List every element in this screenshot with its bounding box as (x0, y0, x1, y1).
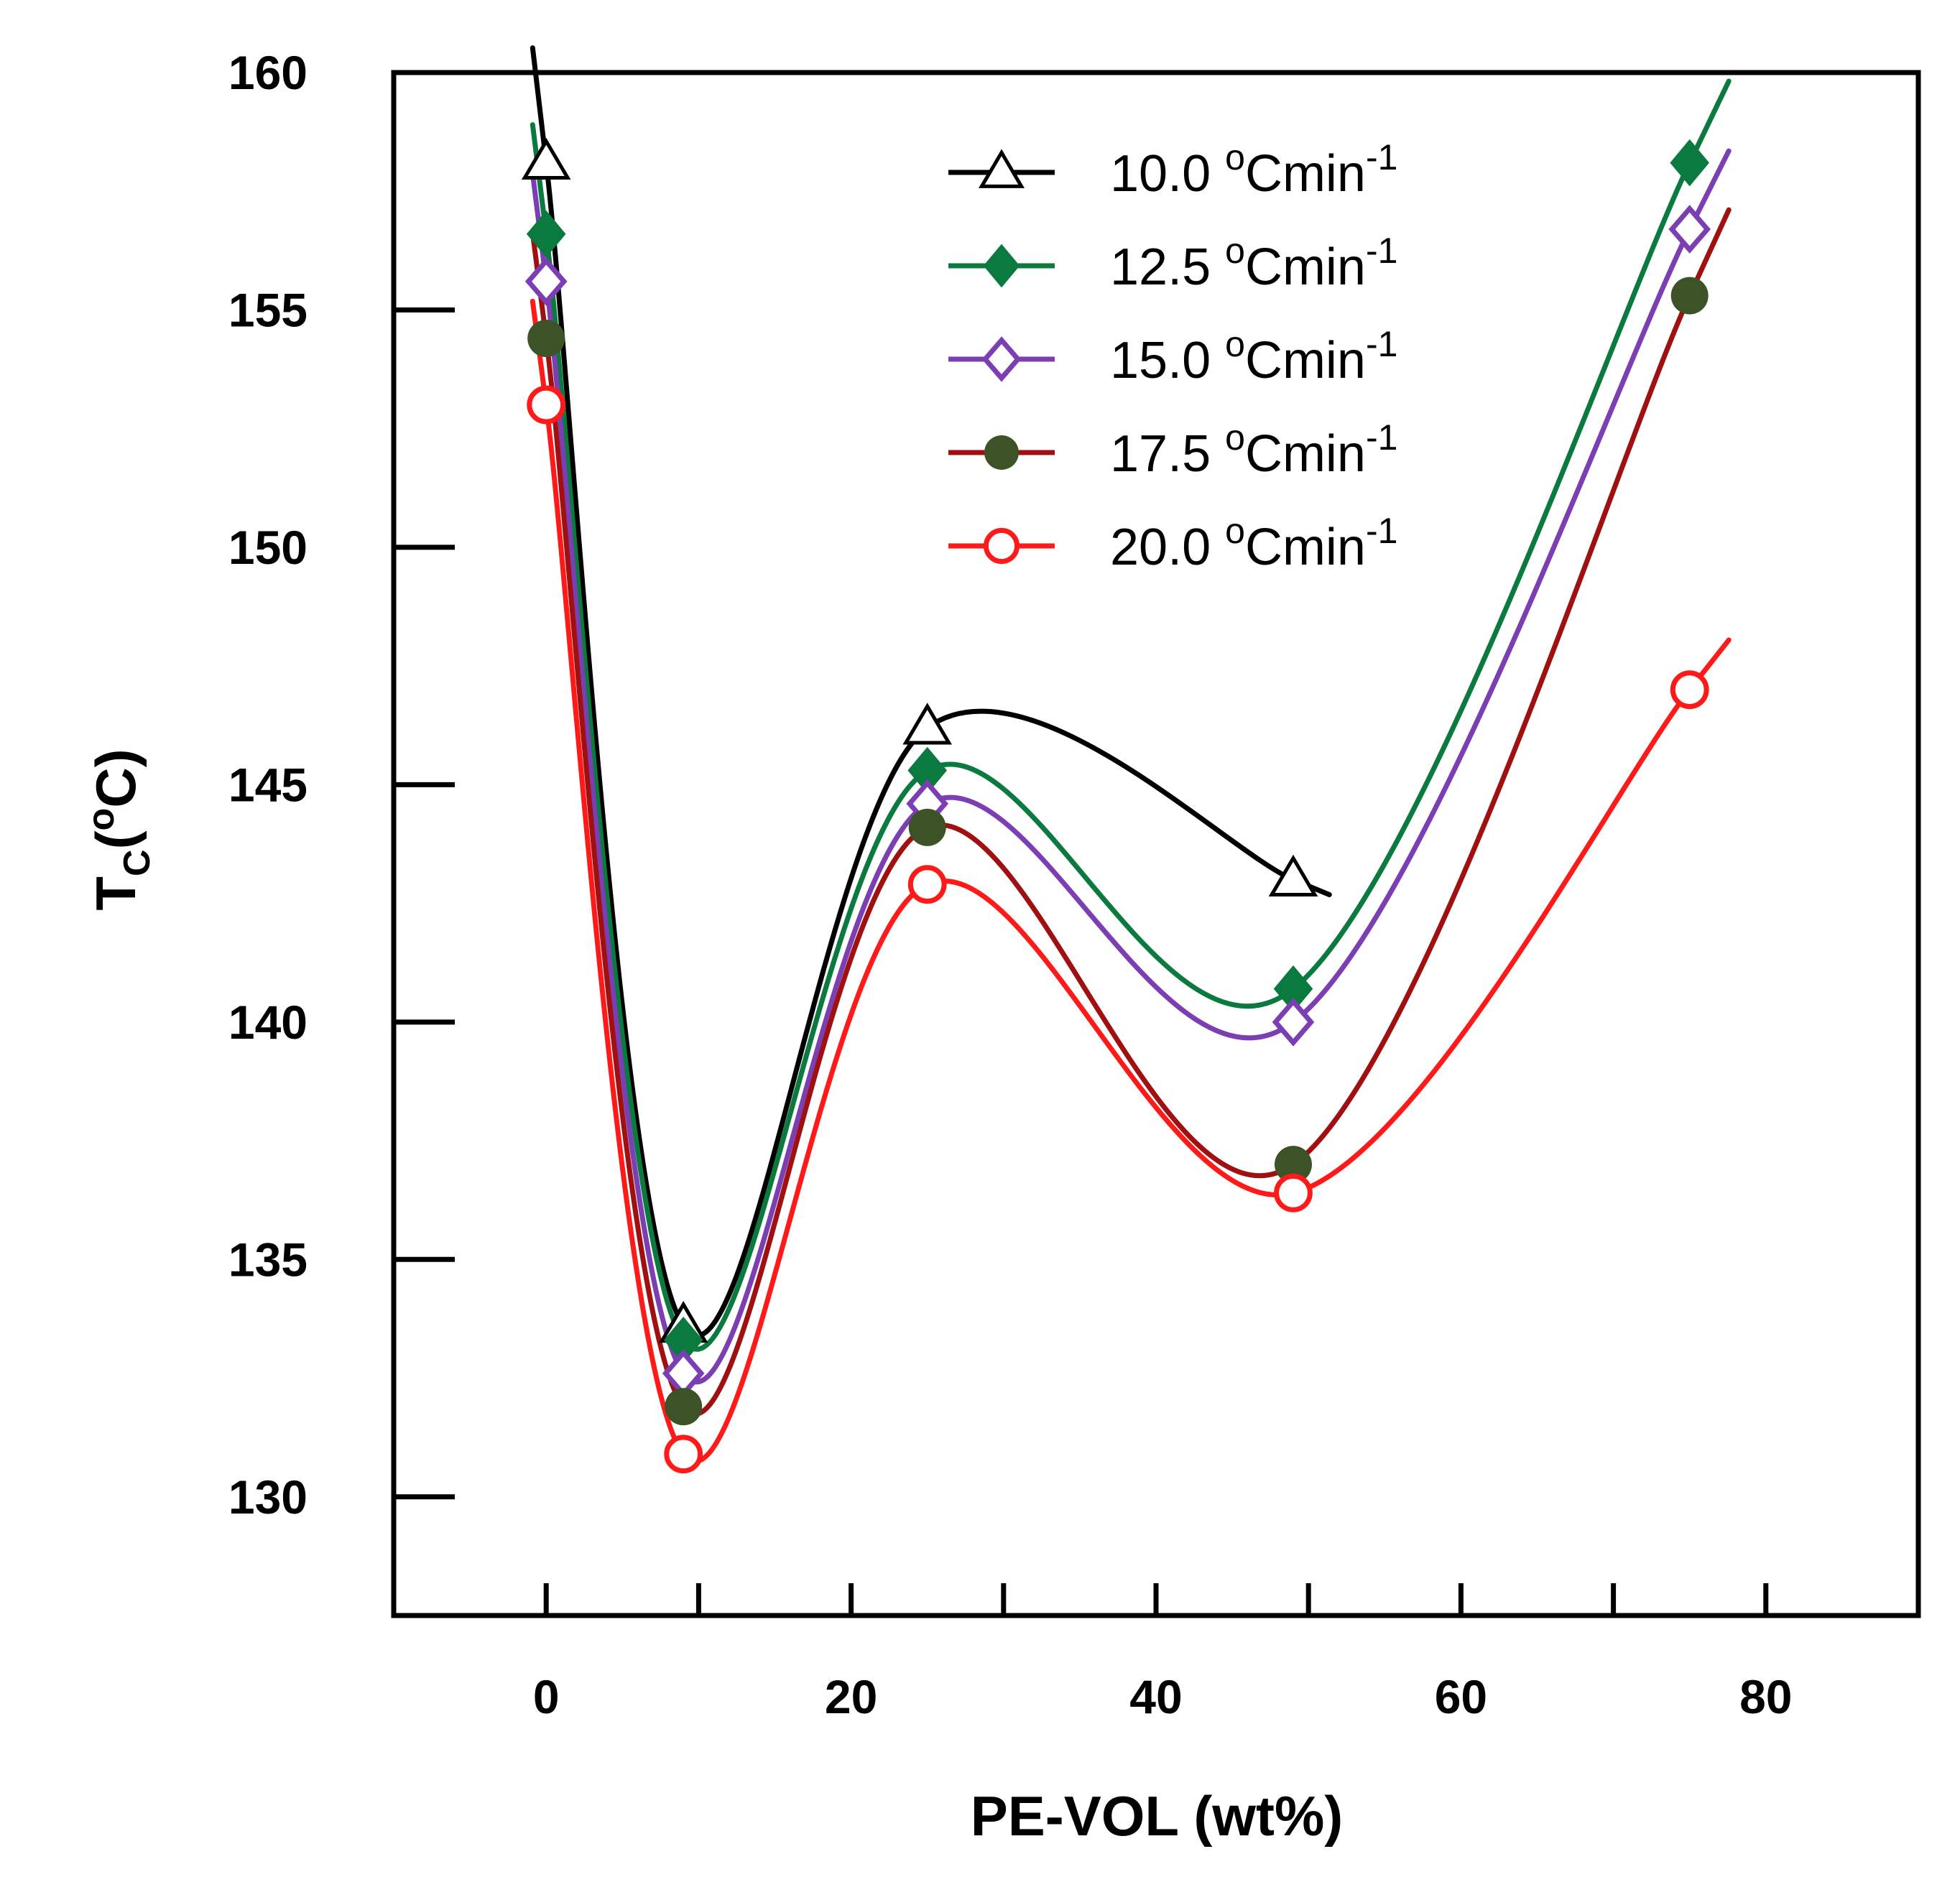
legend-marker (983, 244, 1020, 288)
legend-label: 15.0 oCmin-1 (1110, 324, 1397, 389)
data-point (1274, 1173, 1313, 1213)
data-point (1668, 205, 1711, 254)
legend-unit-exponent: -1 (1366, 324, 1397, 364)
data-point (1670, 139, 1710, 187)
data-point (1274, 1146, 1312, 1184)
data-point (902, 703, 952, 745)
y-tick-label: 135 (228, 1233, 308, 1286)
data-point (524, 256, 568, 306)
legend-rate: 12.5 (1110, 238, 1225, 296)
series-line (530, 148, 1732, 1385)
legend-unit: Cmin (1245, 145, 1366, 203)
data-point (1670, 670, 1709, 710)
data-point (526, 210, 566, 258)
legend-marker (984, 435, 1019, 470)
legend: 10.0 oCmin-112.5 oCmin-115.0 oCmin-117.5… (948, 137, 1397, 576)
data-point (1272, 997, 1315, 1047)
y-axis-title: TC(oC) (80, 749, 158, 910)
y-axis-title-unit: C) (84, 749, 147, 807)
y-tick-label: 130 (228, 1470, 308, 1524)
series-markers (521, 137, 1711, 1474)
x-tick-label: 20 (825, 1670, 877, 1723)
legend-unit-exponent: -1 (1366, 231, 1397, 271)
y-tick-label: 150 (228, 521, 308, 574)
legend-marker (981, 336, 1022, 382)
x-tick-label: 40 (1129, 1670, 1182, 1723)
y-axis-title-superscript: o (80, 808, 122, 831)
legend-label: 10.0 oCmin-1 (1110, 137, 1397, 203)
y-axis: 130 135 140 145 150 155 160 (228, 46, 455, 1524)
legend-unit-superscript: o (1225, 417, 1245, 458)
series-line (530, 207, 1732, 1417)
legend-unit-superscript: o (1225, 511, 1245, 551)
legend-rate: 17.5 (1110, 425, 1225, 483)
legend-rate: 10.0 (1110, 145, 1225, 203)
legend-label: 20.0 oCmin-1 (1110, 511, 1397, 576)
legend-unit-superscript: o (1225, 231, 1245, 271)
legend-unit: Cmin (1245, 519, 1366, 576)
legend-label: 12.5 oCmin-1 (1110, 231, 1397, 296)
data-point (908, 808, 946, 846)
x-tick-label: 80 (1739, 1670, 1792, 1723)
data-point (1268, 854, 1318, 896)
legend-marker (979, 149, 1025, 188)
legend-unit-exponent: -1 (1366, 511, 1397, 551)
y-tick-label: 140 (228, 996, 308, 1049)
legend-rate: 20.0 (1110, 519, 1225, 576)
x-tick-label: 60 (1435, 1670, 1487, 1723)
x-tick-label: 0 (533, 1670, 560, 1723)
data-point (907, 865, 947, 904)
data-point (665, 1388, 703, 1426)
y-tick-label: 160 (228, 46, 308, 99)
data-point (1670, 277, 1709, 315)
legend-unit-superscript: o (1225, 324, 1245, 364)
legend-label: 17.5 oCmin-1 (1110, 417, 1397, 483)
series-line (530, 299, 1732, 1464)
legend-unit-superscript: o (1225, 137, 1245, 177)
legend-rate: 15.0 (1110, 332, 1225, 389)
y-axis-title-open: ( (84, 830, 147, 849)
x-axis-title: PE-VOL (wt%) (971, 1784, 1344, 1848)
data-point (664, 1435, 703, 1474)
data-point (527, 320, 565, 358)
legend-unit: Cmin (1245, 238, 1366, 296)
legend-unit-exponent: -1 (1366, 137, 1397, 177)
data-point (521, 137, 571, 180)
legend-unit-exponent: -1 (1366, 417, 1397, 458)
legend-unit: Cmin (1245, 425, 1366, 483)
x-axis: 0 20 40 60 80 (533, 1583, 1793, 1723)
y-tick-label: 145 (228, 758, 308, 811)
y-axis-title-subscript: C (116, 849, 158, 876)
y-axis-title-main: T (84, 876, 147, 911)
y-tick-label: 155 (228, 283, 308, 336)
data-point (527, 385, 566, 425)
legend-marker (983, 527, 1020, 565)
legend-unit: Cmin (1245, 332, 1366, 389)
